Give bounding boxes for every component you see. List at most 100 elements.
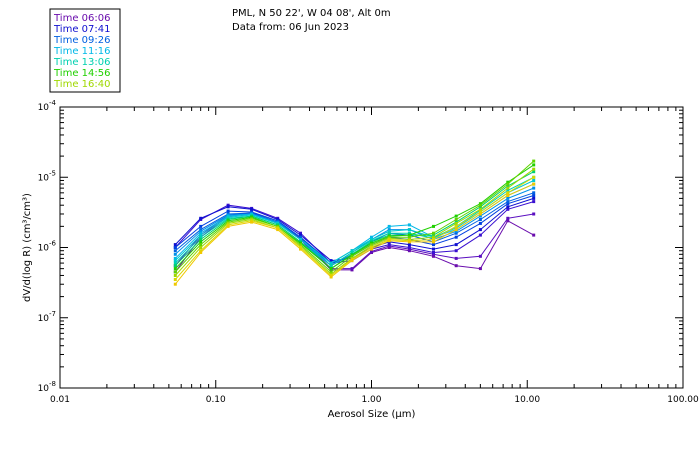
data-point	[532, 196, 536, 200]
series-line	[174, 180, 534, 264]
y-tick-label: 10-7	[38, 310, 56, 324]
data-point	[350, 249, 354, 253]
series-line	[174, 176, 534, 267]
data-point	[432, 235, 435, 239]
data-point	[173, 246, 177, 249]
legend-entry: Time 11:16	[53, 46, 110, 57]
data-point	[506, 205, 510, 209]
y-tick-label: 10-5	[38, 169, 56, 183]
legend-entry: Time 09:26	[53, 35, 110, 46]
data-point	[432, 233, 435, 237]
data-point	[199, 231, 203, 235]
legend-entry: Time 14:56	[53, 68, 110, 79]
data-point	[329, 267, 333, 271]
data-point	[199, 251, 203, 254]
data-point	[370, 246, 373, 249]
data-point	[387, 224, 391, 228]
date-header: Data from: 06 Jun 2023	[232, 22, 349, 33]
data-point	[506, 196, 510, 200]
data-point	[199, 233, 203, 237]
data-point	[478, 254, 482, 258]
data-point	[454, 264, 458, 268]
data-point	[478, 228, 482, 232]
series-line	[174, 171, 534, 270]
data-point	[454, 256, 458, 260]
data-point	[250, 220, 254, 224]
data-point	[432, 254, 435, 258]
series-line	[174, 183, 534, 285]
data-point	[454, 218, 458, 221]
data-point	[432, 251, 435, 254]
data-point	[506, 207, 510, 211]
data-point	[299, 247, 302, 251]
data-point	[329, 275, 333, 279]
data-point	[506, 182, 510, 186]
data-point	[506, 180, 510, 184]
data-point	[370, 247, 373, 251]
data-point	[506, 202, 510, 206]
data-point	[350, 254, 354, 258]
data-point	[506, 219, 510, 223]
series-line	[174, 176, 534, 280]
legend-frame	[49, 8, 121, 93]
data-point	[299, 233, 302, 237]
data-point	[432, 252, 435, 256]
data-point	[199, 235, 203, 239]
data-point	[299, 238, 302, 241]
data-point	[532, 159, 536, 163]
data-point	[532, 179, 536, 182]
data-point	[387, 239, 391, 243]
data-point	[199, 228, 203, 232]
data-point	[370, 249, 373, 253]
data-point	[226, 224, 230, 228]
legend-entry: Time 06:06	[53, 13, 110, 24]
data-point	[532, 175, 536, 179]
x-axis-title: Aerosol Size (μm)	[328, 409, 416, 420]
data-point	[329, 270, 333, 274]
legend-entry: Time 07:41	[53, 24, 110, 35]
data-point	[532, 167, 536, 171]
data-point	[199, 224, 203, 228]
data-point	[329, 261, 333, 265]
data-point	[454, 229, 458, 233]
data-point	[532, 186, 536, 190]
data-point	[299, 235, 302, 239]
data-point	[506, 194, 510, 197]
data-point	[173, 270, 177, 274]
data-point	[532, 194, 536, 197]
data-point	[407, 243, 411, 247]
series-17:40	[173, 182, 536, 286]
data-point	[173, 264, 177, 268]
data-point	[532, 212, 536, 216]
data-point	[454, 224, 458, 228]
series-line	[174, 168, 534, 276]
data-point	[350, 251, 354, 254]
data-point	[454, 228, 458, 232]
data-point	[478, 205, 482, 209]
data-point	[199, 246, 203, 249]
data-point	[432, 247, 435, 251]
x-tick-label: 0.01	[50, 395, 70, 405]
data-point	[407, 240, 411, 244]
data-point	[199, 240, 203, 244]
data-point	[276, 226, 280, 230]
data-point	[506, 200, 510, 204]
data-point	[432, 238, 435, 241]
data-point	[299, 246, 302, 249]
legend-entry: Time 13:06	[53, 57, 110, 68]
data-point	[432, 240, 435, 244]
data-point	[478, 233, 482, 237]
x-tick-label: 1.00	[361, 395, 381, 405]
data-point	[478, 212, 482, 216]
series-line	[174, 160, 535, 273]
x-tick-label: 0.10	[206, 395, 226, 405]
data-point	[407, 235, 411, 239]
y-tick-label: 10-8	[38, 380, 56, 394]
data-point	[173, 256, 177, 260]
data-point	[454, 235, 458, 239]
series-line	[174, 187, 534, 267]
data-point	[454, 249, 458, 253]
